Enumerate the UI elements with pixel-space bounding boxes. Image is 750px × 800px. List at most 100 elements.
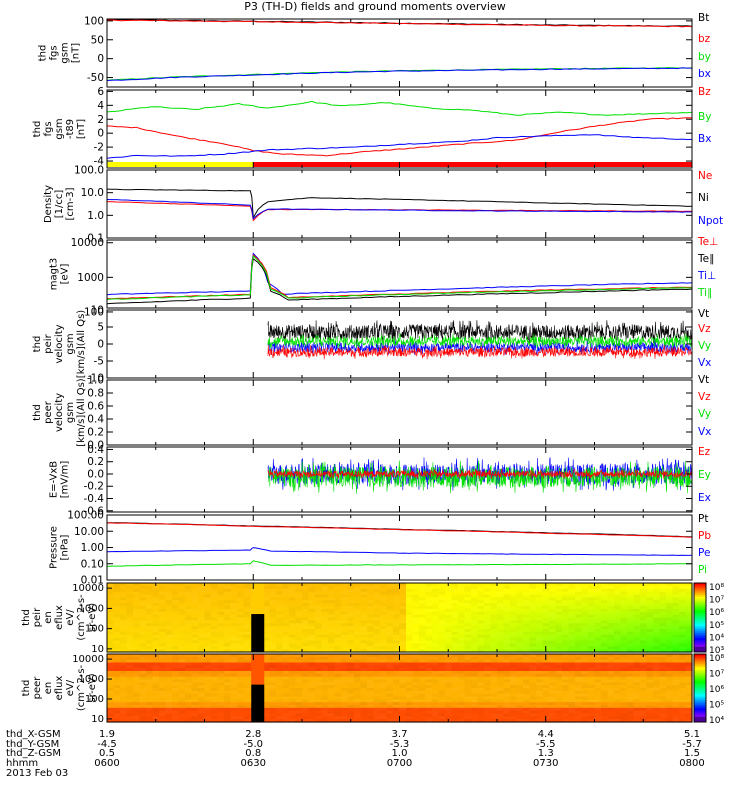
spectrogram-cell — [334, 673, 342, 678]
spectrogram-cell — [120, 665, 128, 669]
spectrogram-cell — [133, 654, 141, 658]
spectrogram-cell — [594, 685, 602, 689]
spectrogram-cell — [159, 682, 167, 686]
spectrogram-cell — [308, 665, 316, 669]
spectrogram-cell — [451, 585, 459, 590]
spectrogram-cell — [497, 634, 505, 639]
spectrogram-cell — [529, 713, 537, 717]
spectrogram-cell — [107, 629, 115, 633]
spectrogram-cell — [282, 662, 290, 666]
spectrogram-cell — [139, 603, 147, 607]
spectrogram-cell — [113, 659, 121, 664]
spectrogram-cell — [126, 690, 134, 695]
spectrogram-cell — [425, 679, 433, 683]
spectrogram-cell — [679, 668, 687, 672]
spectrogram-cell — [471, 707, 479, 712]
spectrogram-cell — [464, 713, 472, 717]
colorbar — [693, 653, 707, 723]
spectrogram-cell — [334, 690, 342, 695]
spectrogram-cell — [640, 608, 648, 613]
spectrogram-cell — [549, 588, 557, 593]
spectrogram-cell — [588, 583, 596, 587]
y-axis-label: fgs — [43, 121, 54, 136]
spectrogram-cell — [484, 705, 492, 709]
spectrogram-cell — [477, 585, 485, 590]
spectrogram-cell — [159, 685, 167, 689]
spectrogram-cell — [516, 617, 524, 621]
colorbar-cell — [694, 638, 706, 641]
spectrogram-cell — [126, 673, 134, 678]
spectrogram-cell — [165, 631, 173, 636]
spectrogram-cell — [529, 603, 537, 607]
spectrogram-cell — [503, 631, 511, 636]
spectrogram-cell — [204, 693, 212, 698]
spectrogram-cell — [458, 693, 466, 698]
spectrogram-cell — [679, 626, 687, 630]
spectrogram-cell — [458, 673, 466, 678]
spectrogram-cell — [412, 591, 420, 596]
series-line-by — [106, 67, 693, 81]
spectrogram-cell — [536, 682, 544, 686]
spectrogram-cell — [185, 713, 193, 717]
spectrogram-cell — [360, 656, 368, 661]
spectrogram-cell — [178, 643, 186, 647]
spectrogram-cell — [607, 626, 615, 630]
spectrogram-cell — [178, 665, 186, 669]
spectrogram-cell — [581, 585, 589, 590]
spectrogram-cell — [315, 640, 323, 644]
spectrogram-cell — [393, 614, 401, 619]
colorbar-cell — [694, 716, 706, 720]
spectrogram-cell — [393, 608, 401, 613]
spectrogram-cell — [269, 707, 277, 712]
spectrogram-cell — [471, 682, 479, 686]
spectrogram-cell — [594, 617, 602, 621]
spectrogram-cell — [367, 688, 375, 692]
spectrogram-cell — [367, 679, 375, 683]
spectrogram-cell — [679, 710, 687, 715]
spectrogram-cell — [289, 626, 297, 630]
spectrogram-cell — [562, 640, 570, 644]
colorbar-cell — [694, 703, 706, 706]
spectrogram-cell — [302, 608, 310, 613]
spectrogram-cell — [393, 591, 401, 596]
spectrogram-cell — [464, 673, 472, 678]
spectrogram-cell — [529, 637, 537, 642]
spectrogram-cell — [646, 623, 654, 627]
spectrogram-cell — [438, 679, 446, 683]
spectrogram-cell — [373, 702, 381, 706]
spectrogram-cell — [204, 688, 212, 692]
spectrogram-cell — [289, 682, 297, 686]
spectrogram-cell — [523, 597, 531, 601]
spectrogram-cell — [159, 693, 167, 698]
spectrogram-cell — [627, 656, 635, 661]
spectrogram-cell — [653, 654, 661, 658]
spectrogram-cell — [516, 637, 524, 642]
spectrogram-cell — [614, 679, 622, 683]
spectrogram-cell — [243, 603, 251, 607]
spectrogram-cell — [133, 620, 141, 624]
spectrogram-cell — [633, 665, 641, 669]
spectrogram-cell — [451, 637, 459, 642]
spectrogram-cell — [412, 631, 420, 636]
spectrogram-cell — [393, 673, 401, 678]
spectrogram-cell — [510, 685, 518, 689]
spectrogram-cell — [549, 673, 557, 678]
spectrogram-cell — [406, 719, 414, 723]
spectrogram-cell — [412, 668, 420, 672]
spectrogram-cell — [198, 583, 206, 587]
spectrogram-cell — [471, 676, 479, 681]
spectrogram-cell — [477, 673, 485, 678]
spectrogram-cell — [432, 643, 440, 647]
spectrogram-cell — [549, 600, 557, 604]
spectrogram-cell — [334, 606, 342, 610]
spectrogram-cell — [373, 594, 381, 598]
spectrogram-cell — [581, 643, 589, 647]
spectrogram-cell — [490, 606, 498, 610]
spectrogram-cell — [406, 693, 414, 698]
spectrogram-cell — [334, 656, 342, 661]
spectrogram-cell — [211, 629, 219, 633]
spectrogram-cell — [276, 603, 284, 607]
spectrogram-cell — [237, 656, 245, 661]
spectrogram-cell — [139, 626, 147, 630]
colorbar-cell — [694, 612, 706, 615]
